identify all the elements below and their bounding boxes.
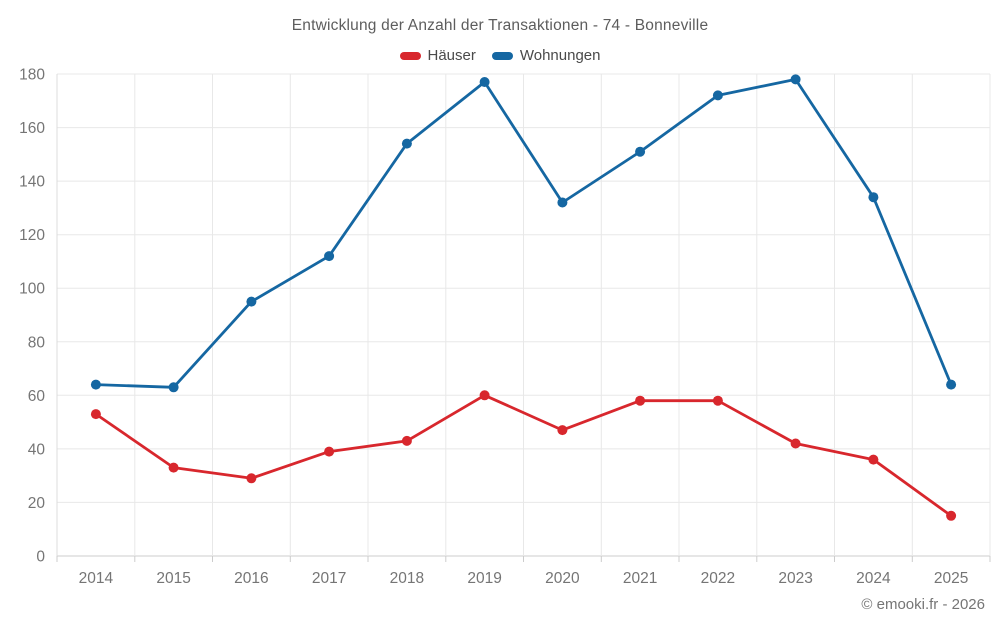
x-axis-ticks — [56, 556, 991, 562]
x-tick-label: 2016 — [234, 570, 268, 587]
data-point-marker[interactable] — [168, 382, 179, 393]
data-point-marker[interactable] — [712, 395, 723, 406]
legend-item-wohnungen[interactable]: Wohnungen — [491, 47, 601, 64]
x-axis-labels: 2014 2015 2016 2017 2018 2019 2020 2021 2022 2023… — [79, 570, 969, 587]
data-point-marker[interactable] — [557, 197, 568, 208]
chart-title: Entwicklung der Anzahl der Transaktionen… — [291, 17, 709, 34]
x-tick-label: 2023 — [778, 570, 812, 587]
y-tick-label: 20 — [28, 495, 46, 512]
data-point-marker[interactable] — [168, 462, 179, 473]
legend-swatch-wohnungen-icon — [491, 51, 513, 60]
data-point-marker[interactable] — [868, 192, 879, 203]
data-point-marker[interactable] — [324, 251, 335, 262]
y-tick-label: 0 — [36, 549, 45, 566]
data-point-marker[interactable] — [401, 435, 412, 446]
x-tick-label: 2015 — [156, 570, 190, 587]
data-point-marker[interactable] — [401, 138, 412, 149]
data-point-marker[interactable] — [479, 77, 490, 87]
y-tick-label: 60 — [28, 388, 46, 405]
y-tick-label: 100 — [19, 281, 45, 298]
x-tick-label: 2025 — [934, 570, 968, 587]
x-tick-label: 2014 — [79, 570, 114, 587]
y-tick-label: 120 — [19, 227, 45, 244]
y-tick-label: 40 — [28, 441, 46, 458]
chart-legend: Häuser Wohnungen — [0, 47, 1000, 64]
series-wohnungen — [90, 74, 957, 393]
data-point-marker[interactable] — [557, 425, 568, 436]
data-point-marker[interactable] — [946, 379, 957, 390]
x-tick-label: 2024 — [856, 570, 891, 587]
x-tick-label: 2019 — [467, 570, 501, 587]
data-point-marker[interactable] — [479, 390, 490, 401]
y-tick-label: 140 — [19, 174, 45, 191]
data-point-marker[interactable] — [712, 90, 723, 101]
x-tick-label: 2020 — [545, 570, 580, 587]
data-point-marker[interactable] — [246, 296, 257, 307]
data-point-marker[interactable] — [246, 473, 257, 484]
data-point-marker[interactable] — [790, 438, 801, 449]
data-point-marker[interactable] — [324, 446, 335, 457]
data-point-marker[interactable] — [946, 510, 957, 521]
data-point-marker[interactable] — [635, 395, 646, 406]
data-point-marker[interactable] — [635, 146, 646, 157]
y-tick-label: 160 — [19, 120, 45, 137]
y-tick-label: 180 — [19, 67, 45, 84]
y-axis-labels: 0 20 40 60 80 100 120 140 160 180 — [19, 67, 45, 566]
data-point-marker[interactable] — [90, 409, 101, 420]
copyright-footer: © emooki.fr - 2026 — [861, 596, 985, 613]
legend-item-haeuser[interactable]: Häuser — [399, 47, 476, 64]
y-tick-label: 80 — [28, 334, 46, 351]
series-line — [94, 393, 953, 518]
data-point-marker[interactable] — [90, 379, 101, 390]
legend-label-wohnungen: Wohnungen — [519, 47, 601, 64]
legend-swatch-haeuser-icon — [399, 51, 421, 60]
x-tick-label: 2022 — [701, 570, 735, 587]
series-h-user — [90, 390, 957, 521]
x-tick-label: 2018 — [390, 570, 424, 587]
x-tick-label: 2021 — [623, 570, 657, 587]
x-tick-label: 2017 — [312, 570, 346, 587]
data-point-marker[interactable] — [868, 454, 879, 465]
x-gridlines — [56, 74, 991, 556]
series-line — [94, 78, 953, 389]
data-point-marker[interactable] — [790, 74, 801, 85]
legend-label-haeuser: Häuser — [427, 47, 476, 64]
